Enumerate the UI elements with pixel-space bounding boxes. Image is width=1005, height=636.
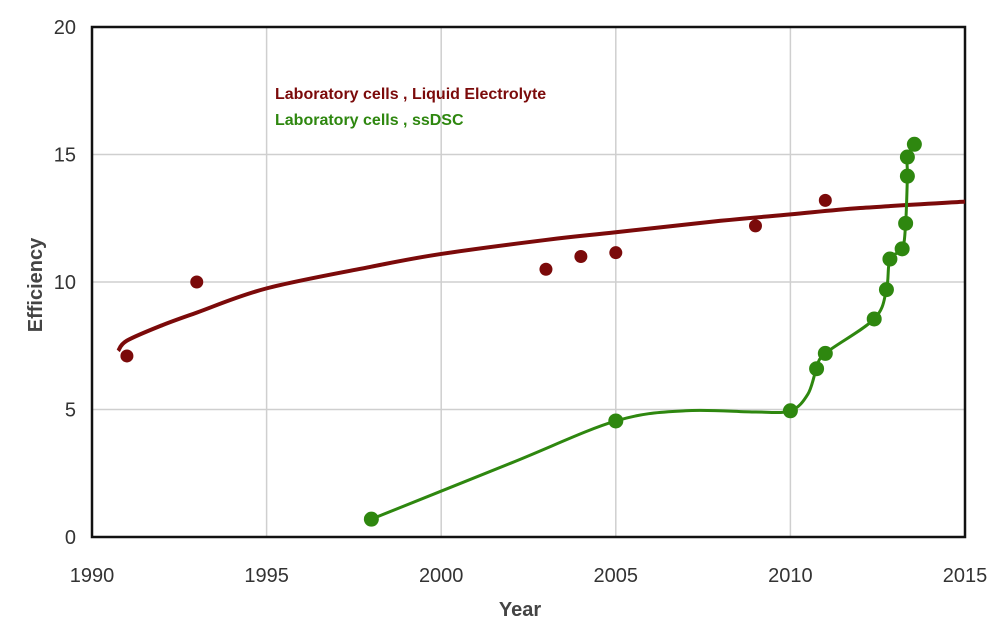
data-point-series-0 <box>574 250 588 263</box>
grid <box>91 26 966 538</box>
x-tick-label: 1990 <box>70 565 115 587</box>
y-tick-label: 20 <box>54 17 76 39</box>
y-tick-label: 10 <box>54 272 76 294</box>
data-point-series-0 <box>539 262 553 276</box>
y-tick-labels: 0 5 10 15 20 <box>54 17 76 549</box>
data-point-series-0 <box>120 349 134 363</box>
y-tick-label: 5 <box>65 400 76 422</box>
x-tick-label: 2000 <box>419 565 464 587</box>
data-point-series-1 <box>899 149 915 165</box>
x-tick-label: 1995 <box>244 565 289 587</box>
data-point-series-0 <box>190 275 204 289</box>
data-point-series-1 <box>608 413 624 429</box>
data-points <box>120 136 922 527</box>
data-point-series-1 <box>878 282 894 298</box>
data-point-series-1 <box>894 241 910 257</box>
x-tick-label: 2005 <box>594 565 639 587</box>
y-tick-label: 15 <box>54 145 76 167</box>
plot-frame <box>90 25 967 539</box>
legend-liquid-electrolyte: Laboratory cells , Liquid Electrolyte <box>275 86 546 103</box>
data-point-series-1 <box>782 403 798 419</box>
y-tick-label: 0 <box>65 527 76 549</box>
data-point-series-1 <box>866 311 882 327</box>
x-tick-label: 2010 <box>768 565 813 587</box>
y-axis-label: Efficiency <box>25 237 47 332</box>
data-point-series-0 <box>818 193 832 207</box>
legend-ssdsc: Laboratory cells , ssDSC <box>275 112 464 129</box>
data-point-series-1 <box>809 361 825 377</box>
data-point-series-1 <box>882 251 898 267</box>
data-point-series-1 <box>898 215 914 231</box>
x-tick-labels: 1990 1995 2000 2005 2010 2015 <box>70 565 988 587</box>
data-point-series-1 <box>817 345 833 361</box>
data-point-series-1 <box>906 136 922 152</box>
fit-line-series-1 <box>370 143 916 521</box>
fit-line-series-0 <box>116 199 966 353</box>
x-tick-label: 2015 <box>943 565 988 587</box>
data-point-series-1 <box>363 511 379 527</box>
fit-lines <box>116 143 966 521</box>
data-point-series-0 <box>748 219 762 233</box>
data-point-series-1 <box>899 168 915 184</box>
data-point-series-0 <box>609 246 623 260</box>
x-axis-label: Year <box>499 599 541 621</box>
